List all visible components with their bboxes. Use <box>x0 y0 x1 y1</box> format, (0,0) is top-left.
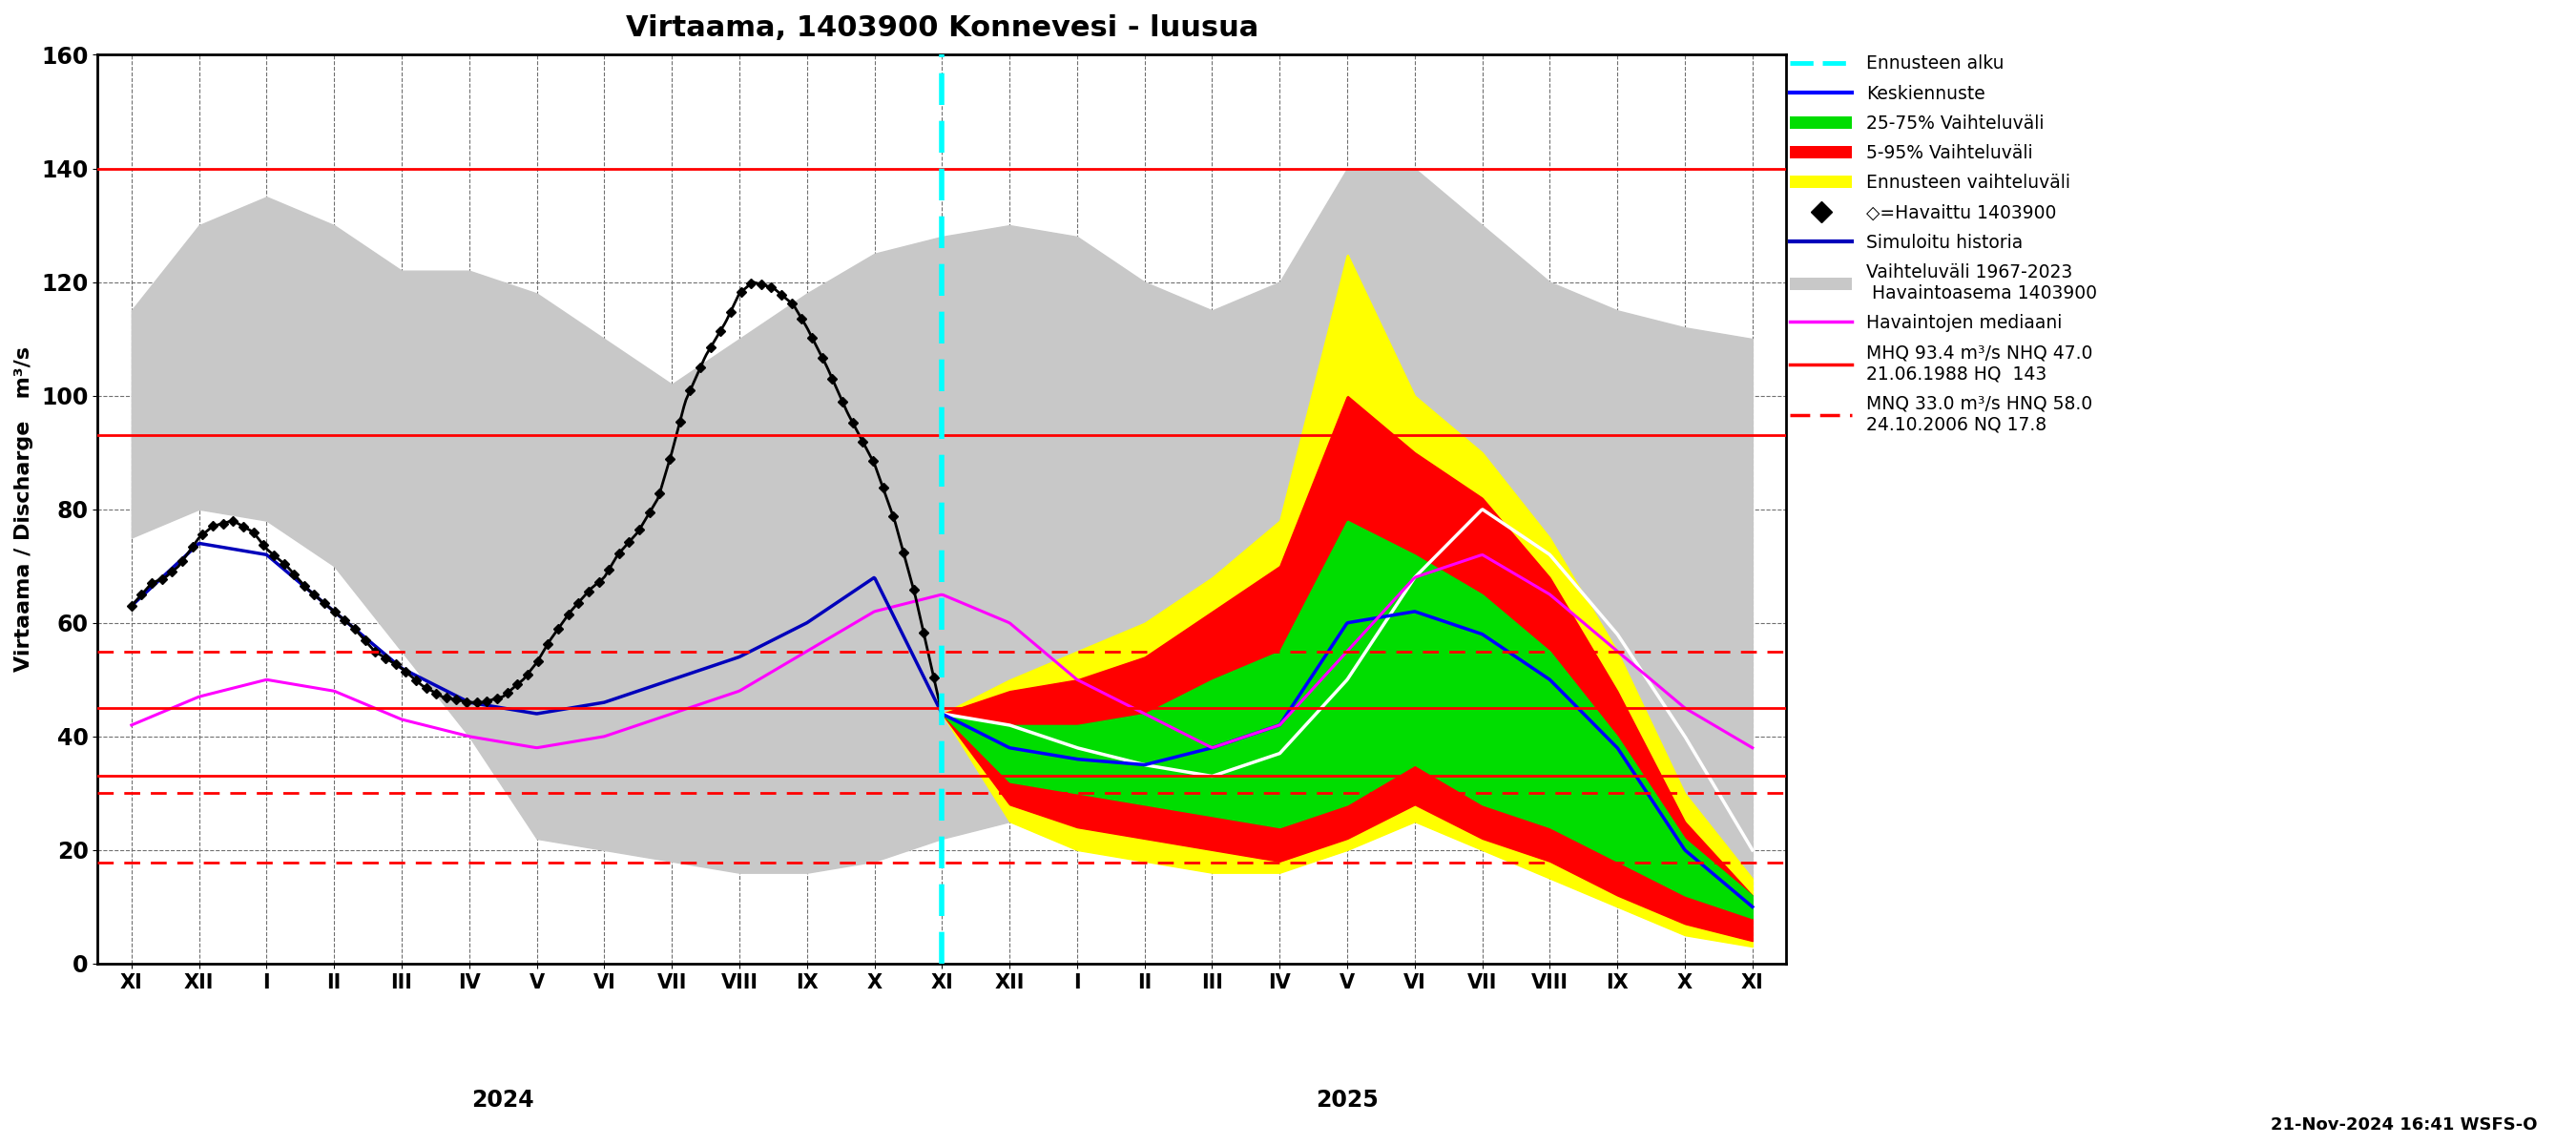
Text: 2024: 2024 <box>471 1089 533 1112</box>
Text: 21-Nov-2024 16:41 WSFS-O: 21-Nov-2024 16:41 WSFS-O <box>2269 1116 2537 1134</box>
Y-axis label: Virtaama / Discharge   m³/s: Virtaama / Discharge m³/s <box>15 347 33 672</box>
Title: Virtaama, 1403900 Konnevesi - luusua: Virtaama, 1403900 Konnevesi - luusua <box>626 14 1257 42</box>
Legend: Ennusteen alku, Keskiennuste, 25-75% Vaihteluväli, 5-95% Vaihteluväli, Ennusteen: Ennusteen alku, Keskiennuste, 25-75% Vai… <box>1790 55 2097 434</box>
Text: 2025: 2025 <box>1316 1089 1378 1112</box>
